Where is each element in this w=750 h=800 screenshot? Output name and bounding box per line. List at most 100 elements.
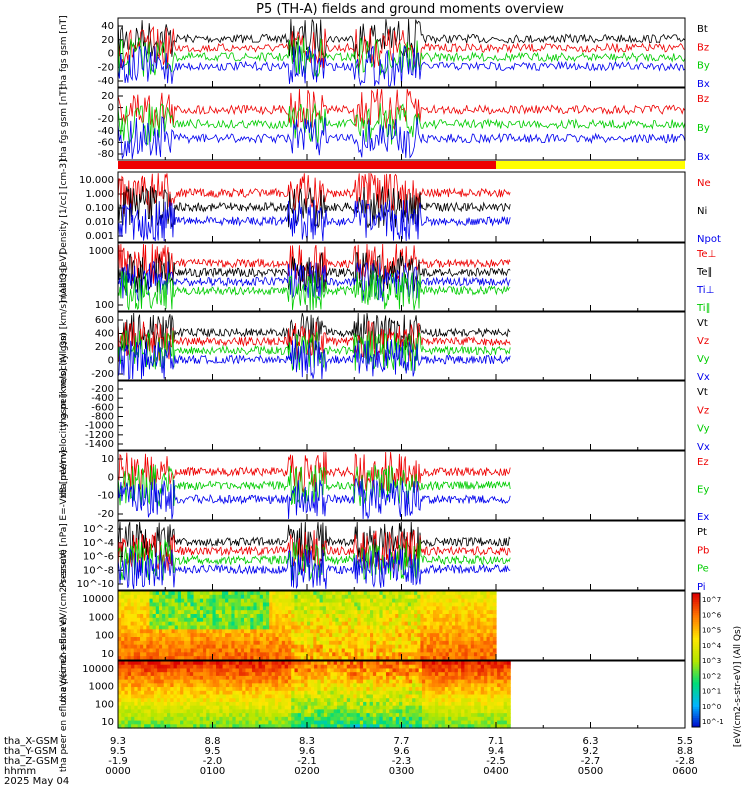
heatmap-cell	[445, 629, 450, 634]
heatmap-cell	[269, 591, 273, 596]
heatmap-cell	[438, 668, 443, 673]
heatmap-cell	[467, 698, 472, 703]
heatmap-cell	[133, 610, 138, 615]
ytick-label: -40	[98, 76, 114, 87]
heatmap-cell	[124, 640, 129, 646]
heatmap-cell	[320, 716, 325, 722]
heatmap-cell	[395, 687, 400, 692]
heatmap-cell	[359, 705, 364, 710]
heatmap-cell	[124, 621, 129, 627]
heatmap-cell	[439, 640, 444, 646]
heatmap-cell	[127, 637, 132, 642]
heatmap-cell	[448, 675, 452, 681]
heatmap-cell	[353, 694, 358, 699]
heatmap-cell	[149, 625, 154, 630]
heatmap-cell	[140, 687, 145, 692]
heatmap-cell	[275, 594, 280, 600]
heatmap-cell	[359, 713, 364, 718]
heatmap-cell	[193, 683, 198, 688]
heatmap-cell	[421, 709, 426, 714]
heatmap-cell	[118, 617, 122, 623]
heatmap-cell	[455, 594, 459, 600]
heatmap-cell	[341, 617, 346, 623]
heatmap-cell	[415, 713, 420, 718]
heatmap-cell	[429, 656, 434, 661]
heatmap-cell	[136, 621, 141, 627]
heatmap-cell	[167, 724, 171, 729]
heatmap-cell	[313, 652, 318, 657]
ytick-label: 100	[95, 699, 114, 710]
heatmap-cell	[291, 724, 296, 729]
heatmap-cell	[152, 606, 157, 611]
heatmap-cell	[118, 591, 122, 596]
heatmap-cell	[489, 591, 494, 596]
heatmap-cell	[268, 724, 273, 729]
heatmap-cell	[140, 633, 144, 638]
heatmap-cell	[174, 594, 179, 600]
heatmap-cell	[124, 687, 129, 692]
heatmap-cell	[199, 687, 204, 692]
heatmap-cell	[303, 610, 308, 615]
heatmap-cell	[153, 690, 158, 696]
heatmap-cell	[152, 648, 157, 653]
heatmap-cell	[240, 591, 245, 596]
heatmap-cell	[163, 701, 168, 707]
heatmap-cell	[376, 690, 381, 696]
heatmap-cell	[415, 679, 420, 684]
heatmap-cell	[470, 629, 475, 634]
heatmap-cell	[121, 701, 126, 707]
heatmap-cell	[473, 606, 478, 611]
ytick-label: 600	[95, 315, 114, 326]
heatmap-cell	[484, 705, 488, 710]
heatmap-cell	[242, 683, 247, 688]
heatmap-cell	[448, 664, 452, 670]
heatmap-cell	[168, 656, 173, 661]
heatmap-cell	[146, 633, 151, 638]
heatmap-cell	[455, 648, 459, 653]
heatmap-cell	[150, 683, 155, 688]
heatmap-cell	[360, 644, 365, 650]
heatmap-cell	[420, 591, 425, 596]
heatmap-cell	[149, 637, 154, 642]
heatmap-cell	[278, 610, 283, 615]
ytick-label: 0.100	[85, 203, 114, 214]
heatmap-cell	[474, 701, 479, 707]
heatmap-cell	[461, 709, 466, 714]
heatmap-cell	[168, 637, 173, 642]
heatmap-cell	[431, 724, 436, 729]
heatmap-cell	[294, 648, 299, 653]
heatmap-cell	[250, 602, 255, 607]
heatmap-cell	[253, 598, 258, 604]
heatmap-cell	[418, 675, 423, 681]
heatmap-cell	[319, 621, 324, 627]
heatmap-cell	[219, 675, 224, 681]
heatmap-cell	[187, 629, 192, 634]
heatmap-cell	[399, 694, 403, 699]
heatmap-cell	[202, 690, 207, 696]
heatmap-cell	[492, 610, 497, 615]
heatmap-cell	[203, 610, 207, 615]
heatmap-cell	[448, 644, 453, 650]
heatmap-cell	[379, 606, 384, 611]
heatmap-cell	[442, 621, 447, 627]
heatmap-cell	[415, 701, 420, 707]
heatmap-cell	[444, 675, 449, 681]
heatmap-cell	[187, 617, 192, 623]
heatmap-cell	[445, 591, 450, 596]
heatmap-cell	[284, 637, 289, 642]
heatmap-cell	[284, 606, 289, 611]
panel-ylabel: tha peer en eflux eV/(cm2-s-sr-eV)	[59, 617, 69, 772]
heatmap-cell	[506, 701, 511, 707]
heatmap-cell	[428, 713, 433, 718]
heatmap-cell	[196, 664, 201, 670]
heatmap-cell	[181, 640, 185, 646]
heatmap-cell	[221, 625, 226, 630]
heatmap-cell	[140, 709, 145, 714]
heatmap-cell	[363, 637, 368, 642]
heatmap-cell	[470, 701, 475, 707]
heatmap-cell	[412, 698, 416, 703]
heatmap-cell	[474, 709, 479, 714]
heatmap-cell	[291, 640, 295, 646]
heatmap-cell	[439, 621, 444, 627]
